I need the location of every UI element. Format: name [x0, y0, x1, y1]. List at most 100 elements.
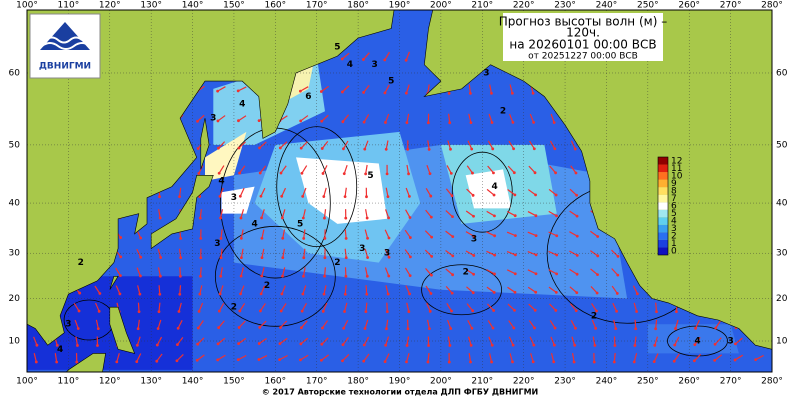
wave-arrow-head: [157, 327, 160, 330]
lat-label: 50: [776, 140, 788, 150]
wave-arrow-head: [178, 310, 181, 313]
wave-arrow-head: [734, 343, 737, 346]
lat-label: 30: [9, 249, 21, 259]
title-line: на 20260101 00:00 ВСВ: [509, 38, 656, 52]
wave-arrow-head: [532, 344, 535, 347]
wave-arrow-head: [633, 344, 636, 347]
lon-label: 220°: [513, 377, 535, 387]
wave-arrow-head: [258, 342, 261, 345]
lon-label: 130°: [140, 377, 162, 387]
wave-arrow-head: [301, 172, 304, 175]
wave-arrow-head: [472, 291, 475, 294]
wave-arrow-head: [451, 215, 454, 218]
wave-arrow-head: [636, 292, 639, 295]
wave-arrow-head: [405, 92, 408, 95]
wave-arrow-head: [260, 292, 263, 295]
lon-label: 160°: [264, 1, 286, 11]
wave-arrow-head: [118, 292, 121, 295]
wave-arrow-head: [258, 326, 261, 329]
wave-arrow-head: [409, 236, 412, 239]
colorbar-cell: [658, 225, 668, 233]
wave-arrow-head: [363, 121, 366, 124]
contour-label: 3: [214, 239, 220, 249]
wave-arrow-head: [323, 237, 326, 240]
wave-arrow-head: [673, 344, 676, 347]
wave-arrow-head: [655, 310, 658, 313]
colorbar-cell: [658, 232, 668, 240]
wave-arrow-head: [178, 195, 181, 198]
wave-arrow-head: [302, 256, 305, 259]
wave-arrow-head: [490, 92, 493, 95]
wave-arrow-head: [281, 275, 284, 278]
wave-arrow-head: [119, 236, 122, 239]
wave-arrow-head: [405, 59, 408, 62]
wave-arrow-head: [471, 327, 474, 330]
lon-label: 210°: [471, 377, 493, 387]
lon-label: 270°: [720, 1, 742, 11]
contour-label: 4: [347, 60, 353, 70]
colorbar-cell: [658, 172, 668, 180]
wave-arrow-head: [387, 293, 390, 296]
wave-arrow-head: [512, 327, 515, 330]
wave-arrow-head: [409, 216, 412, 219]
wave-arrow-head: [534, 291, 537, 294]
wave-arrow-head: [534, 193, 537, 196]
wave-arrow-head: [596, 292, 599, 295]
wave-arrow-head: [553, 147, 556, 150]
contour-label: 4: [57, 345, 63, 355]
wave-arrow-head: [470, 344, 473, 347]
wave-arrow-head: [513, 309, 516, 312]
wave-arrow-head: [281, 217, 284, 220]
lat-label: 10: [9, 337, 21, 347]
lon-label: 130°: [140, 1, 162, 11]
wave-arrow-head: [493, 291, 496, 294]
wave-arrow-head: [386, 173, 389, 176]
wave-arrow-head: [472, 273, 475, 276]
wave-arrow-head: [593, 361, 596, 364]
wave-arrow-head: [261, 237, 264, 240]
wave-arrow-head: [576, 254, 579, 257]
wave-arrow-head: [342, 327, 345, 330]
wave-arrow-head: [300, 326, 303, 329]
lon-label: 260°: [678, 1, 700, 11]
wave-arrow-head: [555, 194, 558, 197]
lon-label: 140°: [182, 1, 204, 11]
wave-arrow-head: [158, 293, 161, 296]
wave-arrow-head: [219, 217, 222, 220]
lon-label: 200°: [430, 377, 452, 387]
wave-arrow-head: [490, 361, 493, 364]
wave-arrow-head: [512, 147, 515, 150]
wave-arrow-head: [199, 256, 202, 259]
colorbar-cell: [658, 217, 668, 225]
wave-arrow-head: [472, 194, 475, 197]
colorbar-cell: [658, 157, 668, 165]
wave-arrow-head: [218, 172, 221, 175]
wave-arrow-head: [97, 327, 100, 330]
wave-arrow-head: [408, 195, 411, 198]
lon-label: 100°: [16, 1, 38, 11]
wave-arrow-head: [299, 90, 302, 93]
wave-arrow-head: [555, 254, 558, 257]
lon-label: 170°: [306, 1, 328, 11]
wave-arrow-head: [532, 92, 535, 95]
wave-arrow-head: [217, 342, 220, 345]
wave-arrow-head: [320, 90, 323, 93]
wave-arrow-head: [301, 310, 304, 313]
contour-label: 4: [252, 219, 258, 229]
wave-arrow-head: [514, 234, 517, 237]
wave-arrow-head: [430, 255, 433, 258]
wave-arrow-head: [407, 172, 410, 175]
wave-arrow-head: [533, 327, 536, 330]
wave-arrow-head: [575, 291, 578, 294]
contour-label: 3: [372, 60, 378, 70]
wave-arrow-head: [451, 292, 454, 295]
wave-arrow-head: [366, 275, 369, 278]
wave-arrow-head: [196, 343, 199, 346]
wave-arrow-head: [362, 360, 365, 363]
contour-label: 3: [359, 244, 365, 254]
wave-arrow-head: [344, 195, 347, 198]
wave-arrow-head: [405, 360, 408, 363]
wave-arrow-head: [427, 121, 430, 124]
contour-label: 3: [483, 68, 489, 78]
